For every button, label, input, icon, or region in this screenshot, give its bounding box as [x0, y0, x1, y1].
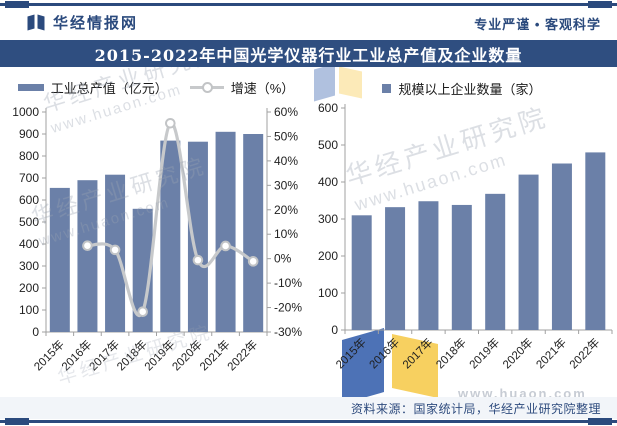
svg-text:0: 0	[32, 325, 39, 339]
svg-text:2021年: 2021年	[197, 337, 233, 373]
huajing-book-logo-icon	[27, 14, 45, 31]
top-divider-left-cap	[5, 1, 29, 8]
bottom-divider-right-cap	[588, 418, 612, 425]
svg-text:100: 100	[318, 286, 338, 300]
enterprise-series-label: 规模以上企业数量（家）	[398, 82, 542, 97]
svg-text:0: 0	[331, 323, 338, 337]
svg-text:2018年: 2018年	[114, 337, 150, 373]
bottom-divider	[0, 420, 617, 423]
svg-text:2017年: 2017年	[86, 337, 122, 373]
svg-text:50%: 50%	[274, 129, 298, 143]
source-note: 资料来源：国家统计局，华经产业研究院整理	[350, 401, 601, 416]
line-series-label: 增速（%）	[230, 81, 295, 96]
svg-text:2022年: 2022年	[224, 337, 260, 373]
top-divider-right-cap	[588, 1, 612, 8]
svg-text:2017年: 2017年	[399, 335, 435, 371]
svg-text:800: 800	[19, 149, 39, 163]
enterprise-count-chart: 01002003004005006002015年2016年2017年2018年2…	[318, 101, 613, 371]
title-band: 2015-2022年中国光学仪器行业工业总产值及企业数量	[0, 40, 617, 67]
svg-text:2019年: 2019年	[141, 337, 177, 373]
svg-text:2019年: 2019年	[466, 335, 502, 371]
svg-text:2015年: 2015年	[31, 337, 67, 373]
svg-text:400: 400	[318, 175, 338, 189]
svg-text:100: 100	[19, 303, 39, 317]
svg-text:-30%: -30%	[274, 325, 302, 339]
svg-text:2020年: 2020年	[500, 335, 536, 371]
svg-text:10%: 10%	[274, 227, 298, 241]
svg-text:200: 200	[318, 249, 338, 263]
output-value-growth-chart: 0 100 200 300 400 500 600 700 800 900 1000 -30% -20%…	[12, 105, 302, 373]
legend-enterprise-count: 规模以上企业数量（家）	[312, 79, 612, 98]
svg-text:300: 300	[19, 259, 39, 273]
enterprise-series-swatch	[382, 84, 392, 93]
svg-text:900: 900	[19, 127, 39, 141]
svg-text:2018年: 2018年	[433, 335, 469, 371]
bar-series-swatch	[17, 84, 44, 91]
svg-text:500: 500	[318, 138, 338, 152]
brand-name: 华经情报网	[53, 15, 139, 32]
source-band: 资料来源：国家统计局，华经产业研究院整理	[0, 397, 617, 419]
svg-text:200: 200	[19, 281, 39, 295]
svg-text:-20%: -20%	[274, 301, 302, 315]
svg-text:300: 300	[318, 212, 338, 226]
line-series-swatch	[189, 82, 224, 93]
header-tagline: 专业严谨 • 客观科学	[474, 17, 601, 32]
svg-text:60%: 60%	[274, 105, 298, 119]
svg-text:2020年: 2020年	[169, 337, 205, 373]
svg-text:600: 600	[19, 193, 39, 207]
svg-text:600: 600	[318, 101, 338, 115]
svg-text:2015年: 2015年	[333, 335, 369, 371]
legend-output-value: 工业总产值（亿元） 增速（%）	[0, 78, 312, 97]
svg-text:500: 500	[19, 215, 39, 229]
bar-series-label: 工业总产值（亿元）	[50, 81, 168, 96]
svg-text:40%: 40%	[274, 154, 298, 168]
svg-text:400: 400	[19, 237, 39, 251]
svg-text:1000: 1000	[12, 105, 39, 119]
svg-text:2022年: 2022年	[566, 335, 602, 371]
svg-text:2021年: 2021年	[533, 335, 569, 371]
bottom-divider-left-cap	[5, 418, 29, 425]
svg-text:700: 700	[19, 171, 39, 185]
svg-text:0%: 0%	[274, 252, 292, 266]
svg-text:2016年: 2016年	[58, 337, 94, 373]
svg-text:-10%: -10%	[274, 276, 302, 290]
svg-text:2016年: 2016年	[366, 335, 402, 371]
svg-text:30%: 30%	[274, 178, 298, 192]
brand: 华经情报网	[26, 12, 138, 33]
top-divider	[0, 3, 617, 6]
page-title: 2015-2022年中国光学仪器行业工业总产值及企业数量	[94, 45, 523, 65]
svg-text:20%: 20%	[274, 203, 298, 217]
